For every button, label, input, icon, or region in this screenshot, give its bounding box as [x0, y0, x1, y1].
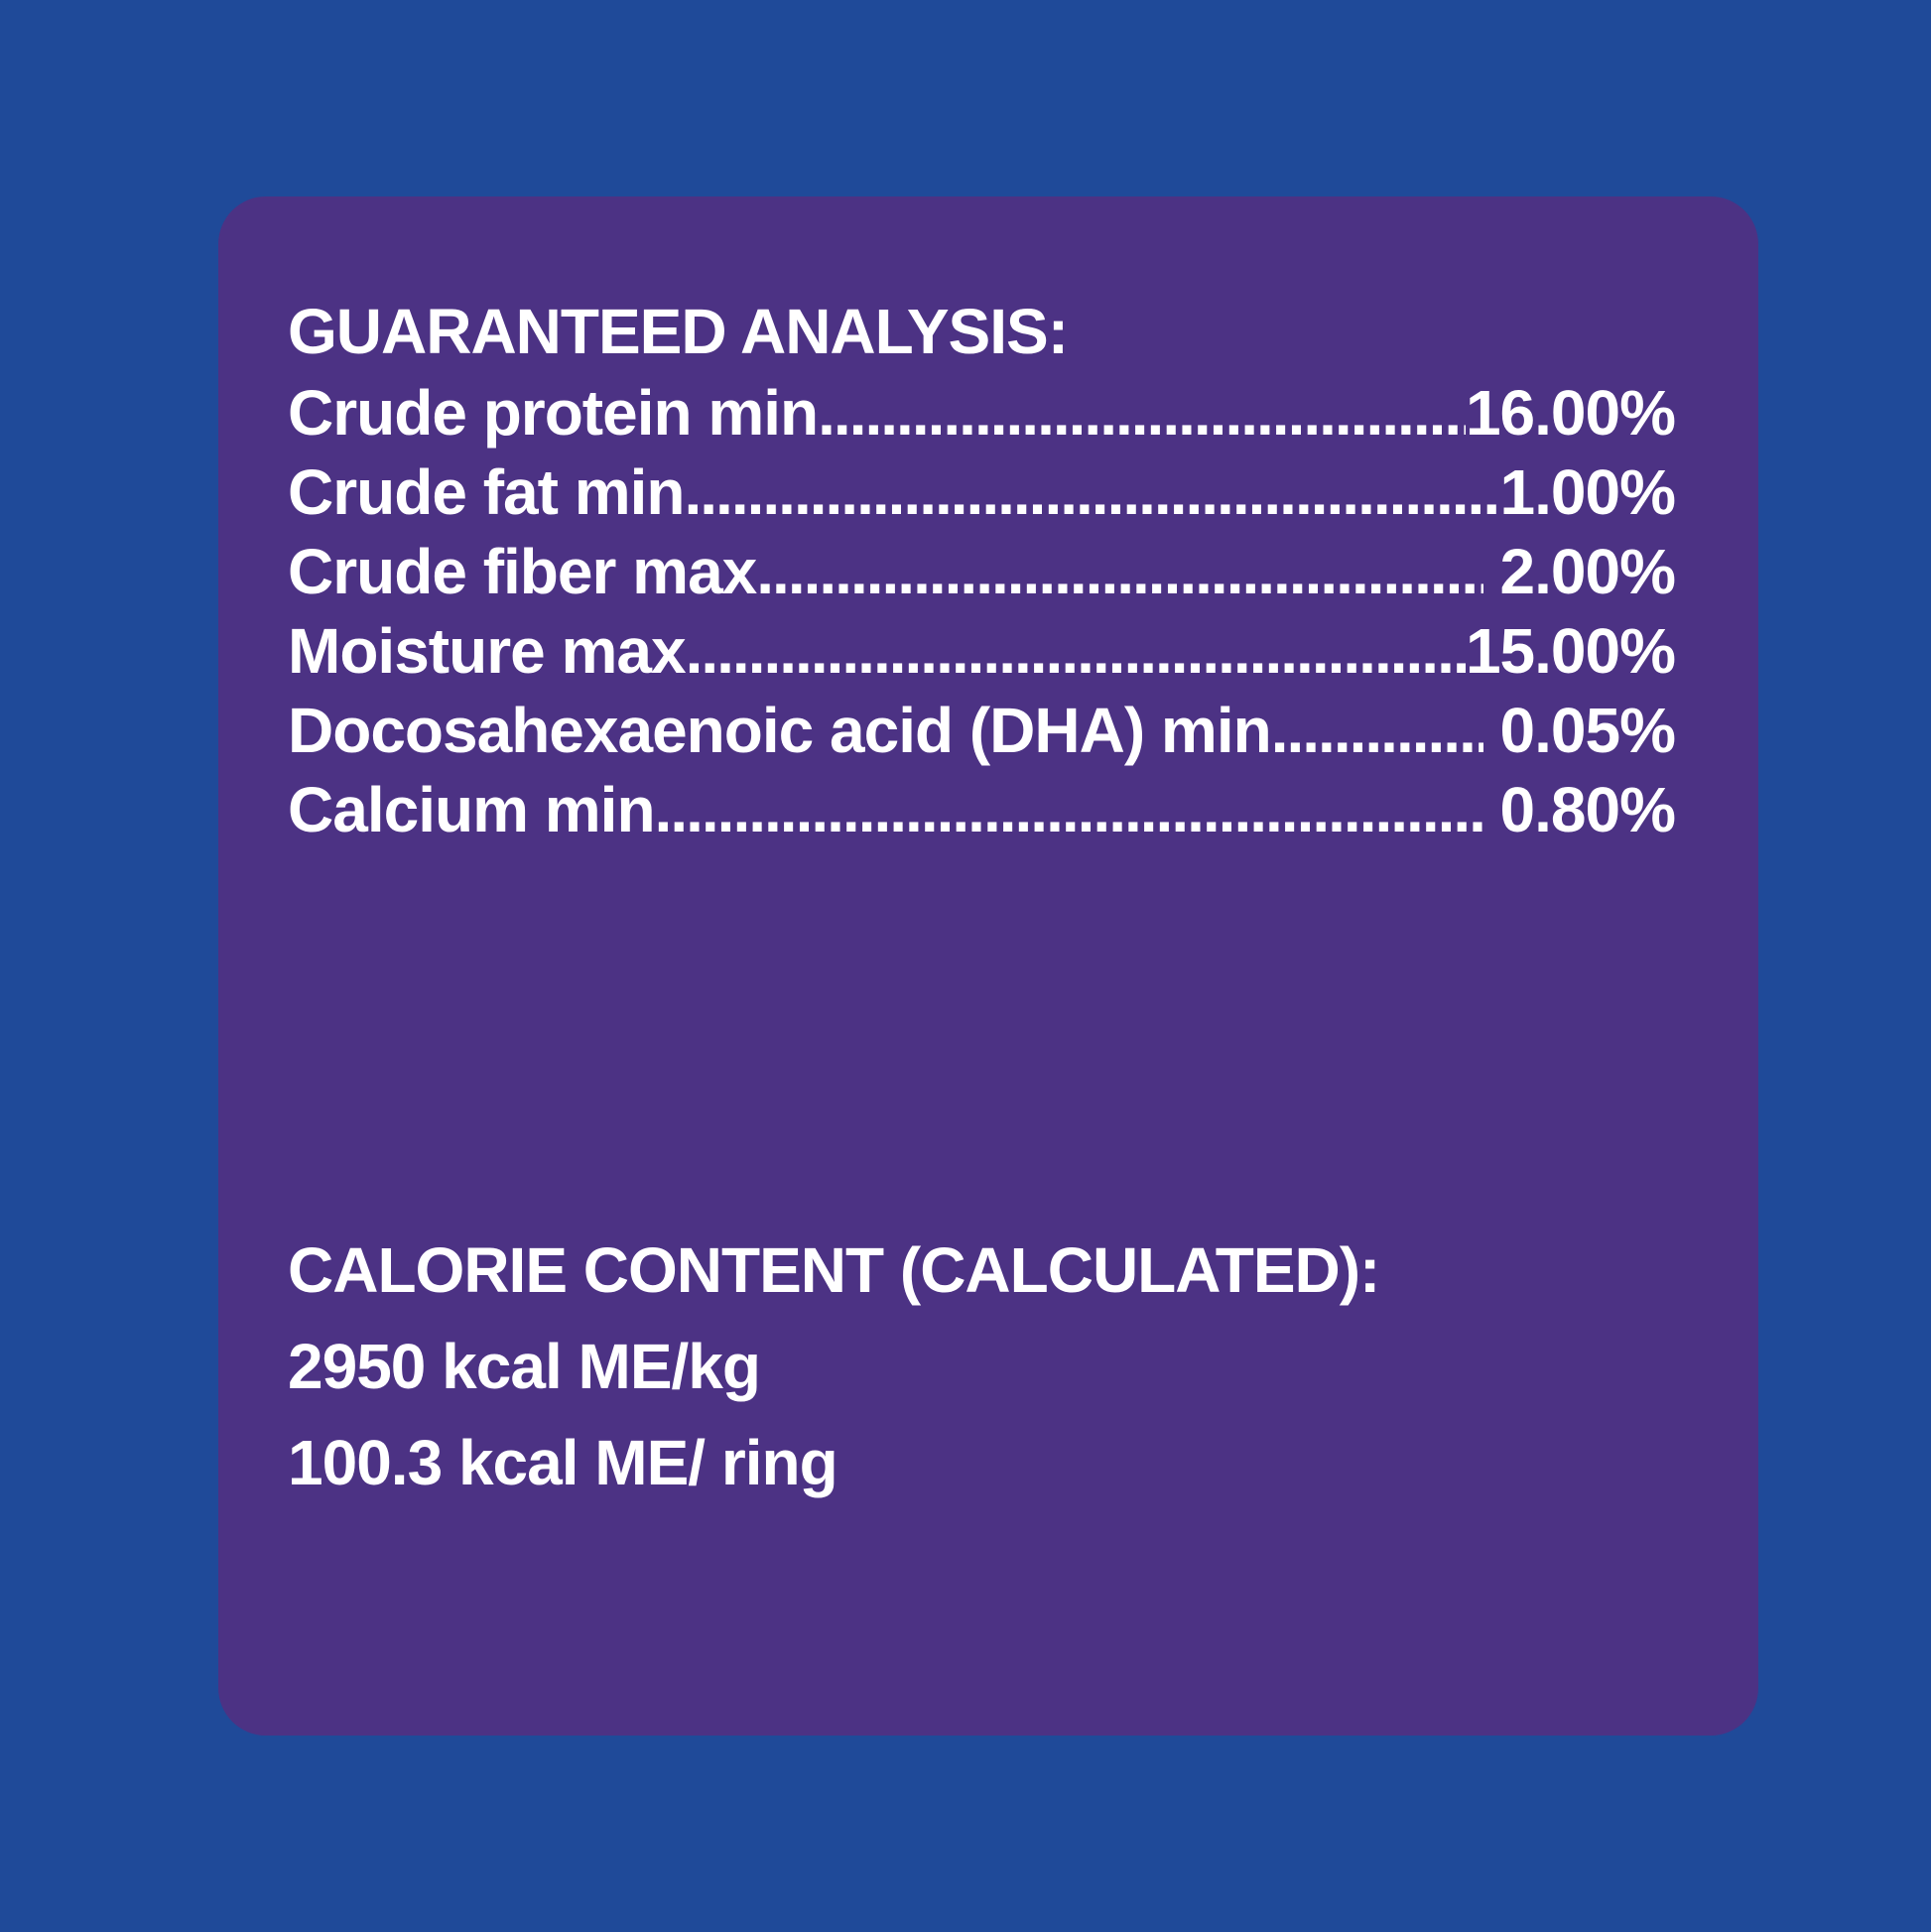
table-row: Calcium min ............................… [288, 770, 1676, 849]
row-value: 1.00% [1499, 456, 1676, 528]
row-value: 0.80% [1482, 774, 1676, 845]
row-label: Crude fat min [288, 456, 685, 528]
dot-leader: ........................................… [685, 615, 1466, 687]
calorie-content-line: 2950 kcal ME/kg [288, 1331, 761, 1402]
table-row: Docosahexaenoic acid (DHA) min .........… [288, 691, 1676, 770]
table-row: Crude protein min ......................… [288, 373, 1676, 452]
row-value: 16.00% [1465, 377, 1676, 449]
row-label: Calcium min [288, 774, 656, 845]
label-panel: GUARANTEED ANALYSIS: Crude protein min .… [218, 196, 1758, 1736]
dot-leader: ........................................… [818, 377, 1466, 449]
calorie-content-block: CALORIE CONTENT (CALCULATED): 2950 kcal … [288, 1223, 1675, 1511]
row-value: 2.00% [1482, 536, 1676, 607]
guaranteed-analysis-table: Crude protein min ......................… [288, 373, 1676, 849]
calorie-content-line: 100.3 kcal ME/ ring [288, 1427, 838, 1498]
guaranteed-analysis-title: GUARANTEED ANALYSIS: [288, 296, 1069, 367]
row-value: 15.00% [1465, 615, 1676, 687]
calorie-content-title: CALORIE CONTENT (CALCULATED): [288, 1234, 1380, 1306]
table-row: Moisture max ...........................… [288, 611, 1676, 691]
row-label: Docosahexaenoic acid (DHA) min [288, 695, 1272, 766]
row-label: Crude protein min [288, 377, 819, 449]
dot-leader: ........................................… [756, 536, 1483, 607]
dot-leader: ........................................… [684, 456, 1499, 528]
row-label: Moisture max [288, 615, 687, 687]
table-row: Crude fat min ..........................… [288, 452, 1676, 532]
row-value: 0.05% [1482, 695, 1676, 766]
dot-leader: ........................................… [1270, 695, 1483, 766]
table-row: Crude fiber max ........................… [288, 532, 1676, 611]
row-label: Crude fiber max [288, 536, 757, 607]
dot-leader: ........................................… [654, 774, 1483, 845]
